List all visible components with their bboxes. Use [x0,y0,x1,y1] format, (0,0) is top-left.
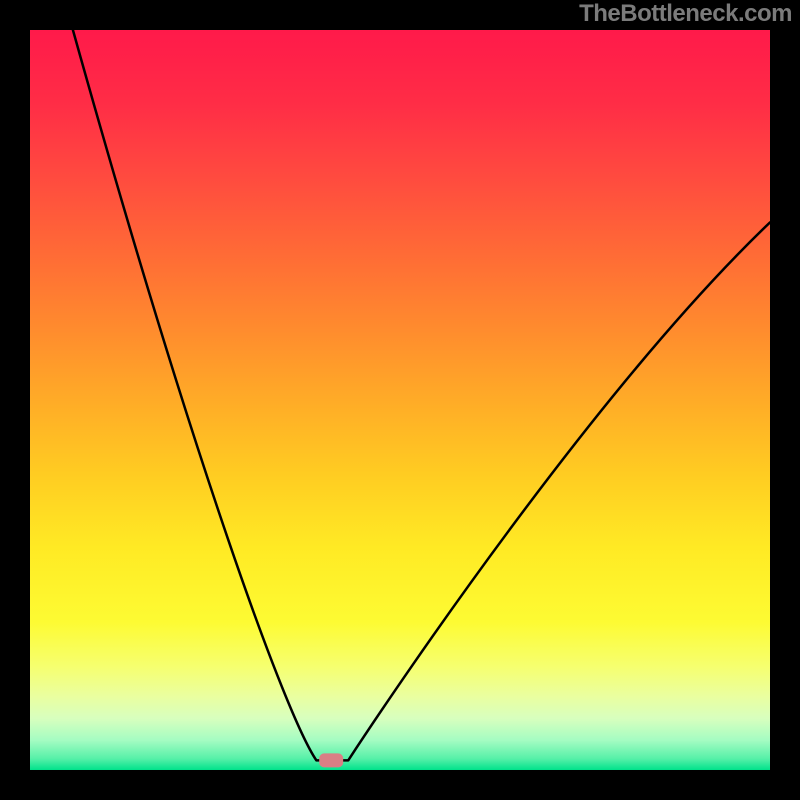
plot-area [30,30,770,770]
plot-outer-frame [0,0,800,800]
heatmap-gradient-background [30,30,770,770]
watermark-text: TheBottleneck.com [579,0,792,28]
optimal-point-marker [319,753,343,767]
chart-container: { "watermark": { "text": "TheBottleneck.… [0,0,800,800]
bottleneck-curve-chart [30,30,770,770]
